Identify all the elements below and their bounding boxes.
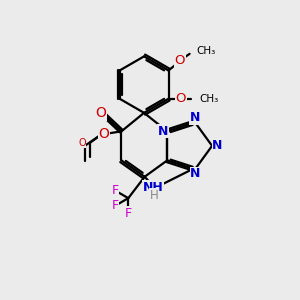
Text: O: O	[78, 138, 86, 148]
Text: CH₃: CH₃	[196, 46, 216, 56]
Text: N: N	[190, 111, 200, 124]
Text: H: H	[150, 189, 159, 202]
Text: F: F	[125, 207, 132, 220]
Text: F: F	[111, 200, 118, 212]
Text: NH: NH	[142, 181, 163, 194]
Text: N: N	[212, 139, 223, 152]
Text: N: N	[190, 167, 201, 180]
Text: O: O	[98, 127, 109, 141]
Text: CH₃: CH₃	[200, 94, 219, 104]
Text: N: N	[158, 125, 168, 138]
Text: O: O	[175, 55, 185, 68]
Text: F: F	[111, 184, 118, 197]
Text: O: O	[95, 106, 106, 120]
Text: O: O	[176, 92, 186, 105]
